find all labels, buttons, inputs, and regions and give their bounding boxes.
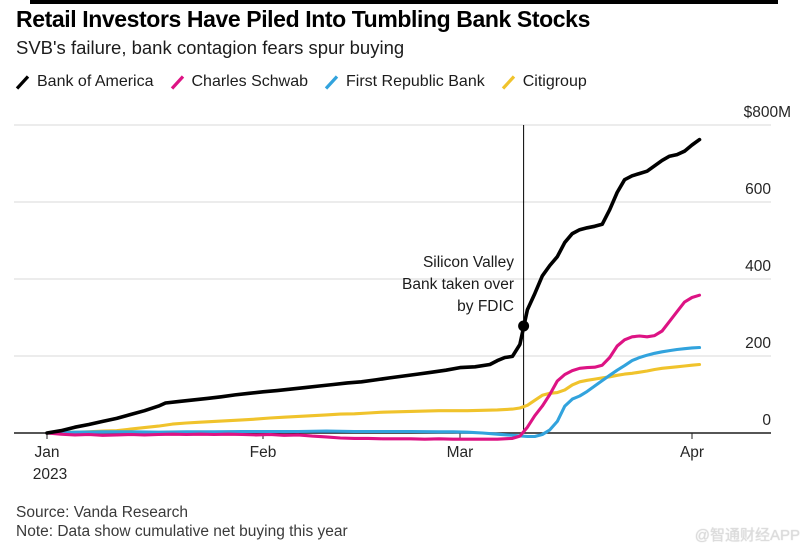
- slash-marker-icon: [501, 74, 515, 90]
- legend-label: Bank of America: [37, 73, 154, 90]
- x-tick-label: Jan: [34, 444, 60, 461]
- legend-item-bank-of-america: Bank of America: [14, 73, 154, 91]
- annotation-line: Silicon Valley: [422, 254, 514, 271]
- page-title: Retail Investors Have Piled Into Tumblin…: [16, 6, 590, 32]
- top-crop-bar: [30, 0, 778, 4]
- x-tick-label: Mar: [446, 444, 474, 461]
- annotation-line: by FDIC: [457, 298, 514, 315]
- legend-label: Citigroup: [522, 73, 587, 90]
- legend-label: Charles Schwab: [191, 73, 309, 90]
- y-tick-label: 400: [745, 258, 771, 275]
- source-text: Source: Vanda Research: [16, 504, 189, 521]
- legend-item-citigroup: Citigroup: [500, 73, 587, 91]
- x-tick-sublabel: 2023: [32, 466, 68, 483]
- x-tick-label: Feb: [249, 444, 277, 461]
- legend: Bank of America Charles Schwab First Rep…: [14, 73, 587, 91]
- svb-annotation: Silicon Valley Bank taken over by FDIC: [402, 252, 514, 318]
- legend-item-first-republic-bank: First Republic Bank: [323, 73, 485, 91]
- legend-item-charles-schwab: Charles Schwab: [169, 73, 309, 91]
- y-tick-label: 200: [745, 335, 771, 352]
- note-text: Note: Data show cumulative net buying th…: [16, 523, 348, 540]
- slash-marker-icon: [170, 74, 184, 90]
- watermark: @智通财经APP: [694, 527, 800, 544]
- slash-marker-icon: [15, 74, 30, 90]
- annotation-line: Bank taken over: [401, 276, 514, 293]
- y-tick-label: 600: [745, 181, 771, 198]
- x-tick-label: Apr: [679, 444, 705, 461]
- y-tick-label: $800M: [743, 104, 791, 121]
- legend-label: First Republic Bank: [346, 73, 485, 90]
- y-tick-label: 0: [762, 412, 771, 429]
- slash-marker-icon: [324, 74, 339, 90]
- page-subtitle: SVB's failure, bank contagion fears spur…: [16, 37, 405, 58]
